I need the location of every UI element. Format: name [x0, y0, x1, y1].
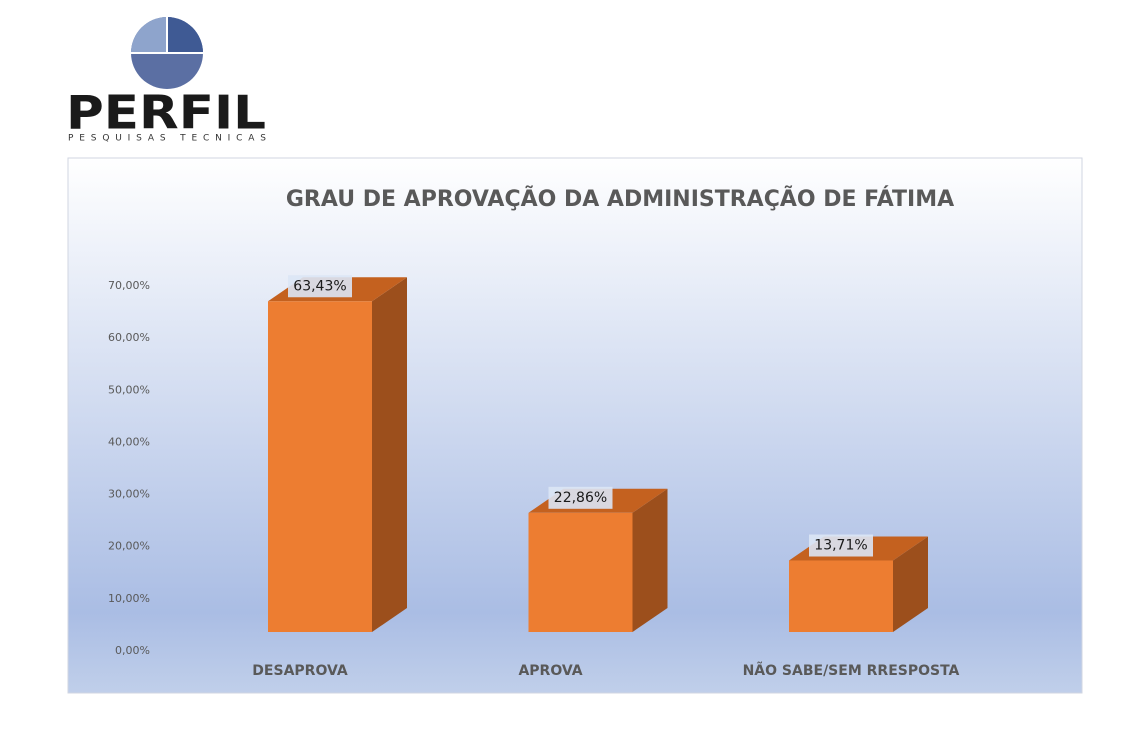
bar-side — [372, 277, 407, 632]
value-label: 22,86% — [554, 490, 607, 506]
y-tick-label: 40,00% — [108, 435, 150, 448]
chart-title: GRAU DE APROVAÇÃO DA ADMINISTRAÇÃO DE FÁ… — [286, 186, 954, 212]
y-tick-label: 70,00% — [108, 279, 150, 292]
y-tick-label: 20,00% — [108, 540, 150, 553]
y-tick-label: 0,00% — [115, 644, 150, 657]
value-label: 13,71% — [814, 538, 867, 554]
x-tick-label: APROVA — [518, 663, 582, 679]
y-tick-label: 10,00% — [108, 592, 150, 605]
bar — [268, 301, 372, 632]
logo-slice — [131, 17, 167, 53]
logo-name: PERFIL — [66, 86, 266, 140]
x-tick-label: NÃO SABE/SEM RRESPOSTA — [743, 662, 960, 679]
value-label-box — [809, 534, 873, 557]
y-tick-label: 60,00% — [108, 331, 150, 344]
bar-side — [632, 488, 668, 632]
logo-slice — [167, 17, 203, 53]
value-label-box — [288, 275, 352, 298]
logo-divider — [131, 17, 203, 54]
bar — [528, 512, 633, 632]
x-tick-label: DESAPROVA — [252, 663, 348, 679]
bar — [789, 560, 893, 632]
logo: PERFIL PESQUISAS TECNICAS — [66, 17, 266, 144]
value-label-box — [548, 486, 613, 509]
y-tick-label: 30,00% — [108, 488, 150, 501]
bar-side — [893, 536, 928, 632]
value-label: 63,43% — [293, 278, 346, 294]
y-tick-label: 50,00% — [108, 383, 150, 396]
